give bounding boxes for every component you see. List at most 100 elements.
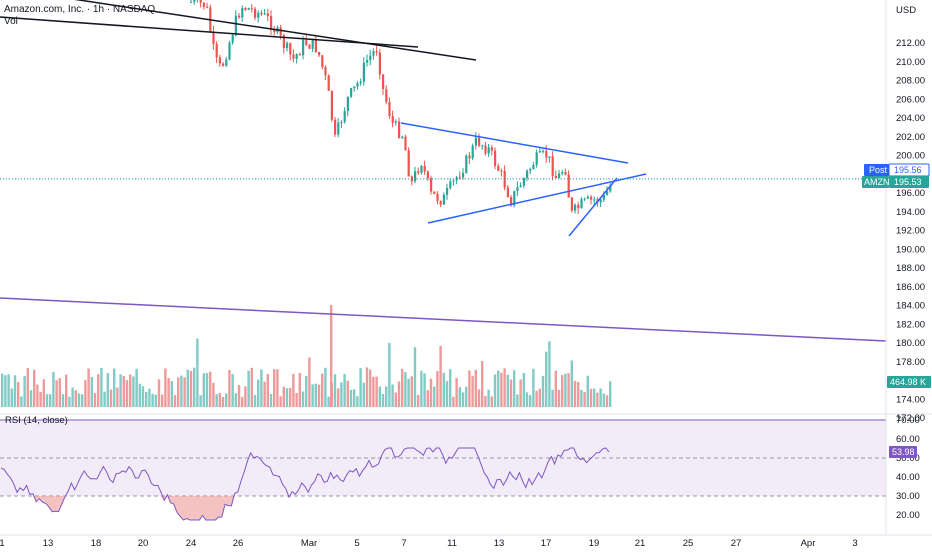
volume-bar xyxy=(26,368,29,407)
volume-bar xyxy=(372,376,375,407)
volume-bar xyxy=(1,373,4,407)
volume-bar xyxy=(465,386,468,407)
candle-body xyxy=(298,54,301,56)
trendlines[interactable] xyxy=(0,0,887,342)
candle-body xyxy=(542,150,545,152)
price-tick-label: 194.00 xyxy=(896,207,925,218)
trendline-black-short[interactable] xyxy=(0,16,419,48)
last-tag-value-bg xyxy=(889,176,929,188)
time-axis-label: 7 xyxy=(401,538,406,549)
volume-bar xyxy=(471,376,474,407)
volume-bar xyxy=(484,396,487,407)
candle-body xyxy=(302,40,305,56)
last-tag-name-bg xyxy=(862,176,889,188)
price-tick-label: 186.00 xyxy=(896,282,925,293)
volume-bar xyxy=(125,380,129,407)
candle-body xyxy=(423,166,426,172)
candle-body xyxy=(468,155,471,159)
volume-bar xyxy=(362,382,365,407)
time-axis-label: 19 xyxy=(589,538,600,549)
candle-body xyxy=(516,187,519,192)
candle-body xyxy=(548,156,551,158)
volume-bar xyxy=(209,371,212,407)
volume-bar xyxy=(55,380,58,407)
candle-body xyxy=(330,90,333,120)
volume-bar xyxy=(10,388,13,407)
candle-body xyxy=(257,12,260,18)
candle-body xyxy=(426,171,429,178)
volume-bar xyxy=(314,383,317,407)
time-axis-label: 17 xyxy=(541,538,552,549)
volume-bar xyxy=(330,305,333,407)
candle-body xyxy=(327,75,330,91)
candles[interactable] xyxy=(190,0,612,214)
candle-body xyxy=(279,27,282,36)
candle-body xyxy=(340,122,343,124)
candle-body xyxy=(609,185,612,192)
volume-bar xyxy=(122,375,125,407)
volume-bar xyxy=(52,371,55,407)
candle-body xyxy=(599,199,602,203)
volume-bar xyxy=(593,388,596,407)
candle-body xyxy=(318,52,321,56)
time-axis-label: 13 xyxy=(494,538,505,549)
volume-bar xyxy=(23,375,26,407)
rsi-value-tag: 53.98 xyxy=(889,446,917,458)
candle-body xyxy=(442,194,445,205)
volume-bar xyxy=(580,389,583,407)
volume-bar xyxy=(65,374,68,407)
post-tag-name-bg xyxy=(864,164,889,176)
volume-bar xyxy=(346,380,349,407)
price-axis[interactable]: USD xyxy=(885,0,916,535)
volume-bar xyxy=(311,384,314,407)
volume-bar xyxy=(36,384,39,407)
rsi-pane[interactable]: RSI (14, close) xyxy=(0,413,932,521)
volume-bar xyxy=(77,393,81,407)
triangle-lower-line[interactable] xyxy=(427,173,647,224)
volume-bar xyxy=(429,378,433,407)
candle-body xyxy=(273,29,276,33)
time-axis[interactable]: 1 13 18 20 24 26 Mar 5 7 11 13 17 19 21 25 27 Apr 3 xyxy=(0,534,932,549)
candle-body xyxy=(545,150,548,158)
volume-bar xyxy=(135,368,138,407)
candle-body xyxy=(234,15,237,36)
triangle-upper-line[interactable] xyxy=(400,122,629,164)
trendline-top-black[interactable] xyxy=(0,0,477,61)
rsi-oversold-fill xyxy=(1,496,612,520)
candle-body xyxy=(538,151,541,153)
volume-bar xyxy=(474,369,477,407)
volume-bar xyxy=(228,369,231,407)
volume-bar xyxy=(381,393,385,407)
candle-body xyxy=(346,96,349,112)
candle-body xyxy=(241,7,244,18)
volume-bar xyxy=(87,368,90,407)
candle-body xyxy=(404,136,407,151)
candle-body xyxy=(478,137,481,146)
candle-body xyxy=(394,121,397,123)
candle-body xyxy=(436,193,439,202)
volume-bar xyxy=(4,375,7,407)
candle-body xyxy=(324,67,327,76)
volume-bar xyxy=(260,369,263,407)
volume-bar xyxy=(337,388,340,407)
price-axis-ticks: 212.00 210.00 208.00 206.00 204.00 202.00 200.… xyxy=(896,38,925,424)
wedge-rising-line[interactable] xyxy=(568,177,618,237)
volume-bar xyxy=(17,382,20,407)
post-price-tag: Post 195.56 xyxy=(864,163,930,177)
last-price-tag: AMZN 195.53 xyxy=(862,176,929,188)
candle-body xyxy=(471,145,474,159)
volume-bar xyxy=(356,396,359,407)
long-purple-line[interactable] xyxy=(0,297,887,342)
volume-bar xyxy=(90,377,93,407)
volume-bar xyxy=(458,387,461,407)
candle-body xyxy=(420,166,423,173)
volume-bar xyxy=(161,394,164,407)
candle-body xyxy=(414,171,417,182)
candle-body xyxy=(190,1,193,3)
volume-bar xyxy=(413,347,417,407)
candle-body xyxy=(481,145,484,147)
volume-bar xyxy=(97,374,100,407)
volume-bar xyxy=(241,396,244,407)
